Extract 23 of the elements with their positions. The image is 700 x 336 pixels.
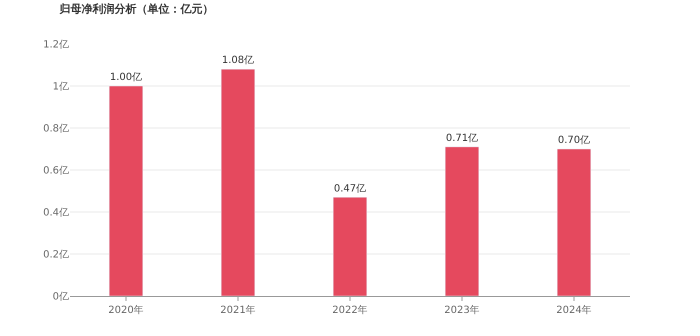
bar xyxy=(444,146,480,296)
x-tick-label: 2022年 xyxy=(332,304,368,316)
bar xyxy=(108,86,144,296)
data-label: 0.71亿 xyxy=(446,132,478,144)
x-tick-label: 2024年 xyxy=(556,304,592,316)
y-tick-label: 0.6亿 xyxy=(43,166,69,176)
data-label: 1.08亿 xyxy=(222,55,254,66)
y-tick-label: 0亿 xyxy=(52,292,69,302)
data-label: 0.47亿 xyxy=(334,183,366,194)
y-tick-label: 1亿 xyxy=(52,82,69,92)
bar xyxy=(220,68,256,296)
y-tick-label: 0.4亿 xyxy=(43,208,69,218)
bar xyxy=(332,197,368,296)
x-tick-label: 2020年 xyxy=(108,304,144,316)
x-tick-label: 2023年 xyxy=(444,304,480,316)
data-label: 0.70亿 xyxy=(558,135,590,146)
y-tick-label: 0.2亿 xyxy=(43,250,69,260)
data-label: 1.00亿 xyxy=(110,72,142,83)
y-tick-label: 0.8亿 xyxy=(43,124,69,134)
y-tick-label: 1.2亿 xyxy=(43,40,69,50)
chart-title: 归母净利润分析（单位：亿元） xyxy=(58,2,214,16)
bar xyxy=(556,148,592,296)
x-tick-label: 2021年 xyxy=(220,304,256,316)
